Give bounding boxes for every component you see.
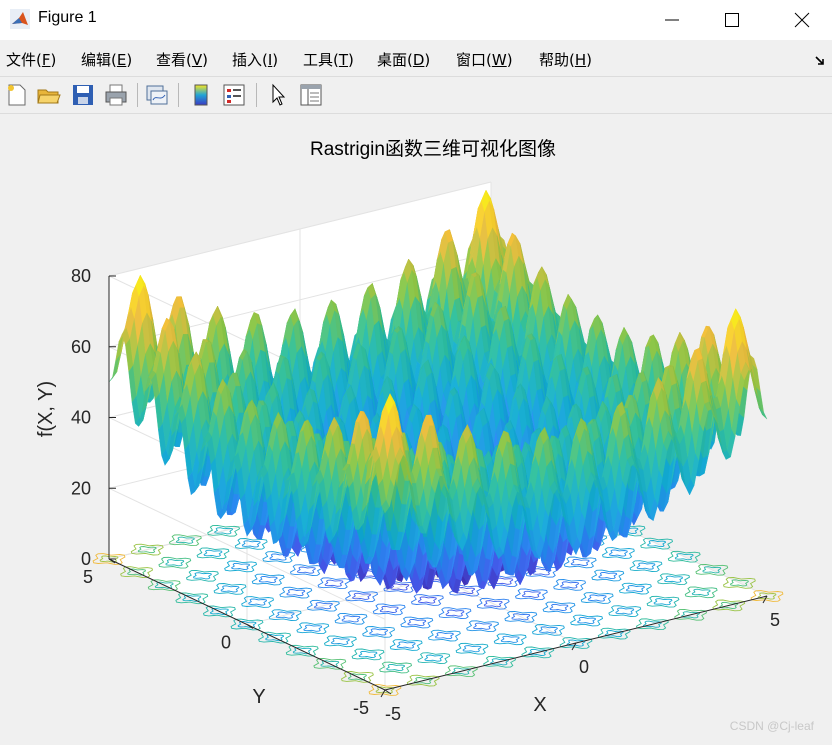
open-file-icon[interactable] [36,82,62,108]
menu-edit[interactable]: 编辑(E) [81,49,132,70]
menu-bar: 文件(F) 编辑(E) 查看(V) 插入(I) 工具(T) 桌面(D) 窗口(W… [0,44,832,72]
minimize-button[interactable] [642,0,702,40]
surface-plot[interactable]: Rastrigin函数三维可视化图像 f(X, Y) Y X 020406080… [0,114,832,741]
window-title: Figure 1 [38,9,97,27]
save-icon[interactable] [70,82,96,108]
legend-icon[interactable] [221,82,247,108]
menu-window[interactable]: 窗口(W) [456,49,513,70]
title-bar: Figure 1 [0,0,832,40]
print-icon[interactable] [103,82,129,108]
link-plot-icon[interactable] [144,82,170,108]
menu-insert[interactable]: 插入(I) [232,49,278,70]
dock-arrow-icon[interactable] [814,52,826,71]
close-button[interactable] [772,0,832,40]
toolbar-separator [256,83,257,107]
pointer-icon[interactable] [265,82,291,108]
new-figure-icon[interactable] [4,82,30,108]
toolbar-separator [137,83,138,107]
menu-view[interactable]: 查看(V) [156,49,208,70]
toolbar-separator [178,83,179,107]
toolbar [0,76,832,114]
matlab-logo-icon [10,9,30,29]
menu-file[interactable]: 文件(F) [6,49,56,70]
menu-help[interactable]: 帮助(H) [539,49,592,70]
menu-desktop[interactable]: 桌面(D) [377,49,430,70]
property-inspector-icon[interactable] [298,82,324,108]
maximize-button[interactable] [702,0,762,40]
colorbar-icon[interactable] [188,82,214,108]
menu-tools[interactable]: 工具(T) [303,49,354,70]
